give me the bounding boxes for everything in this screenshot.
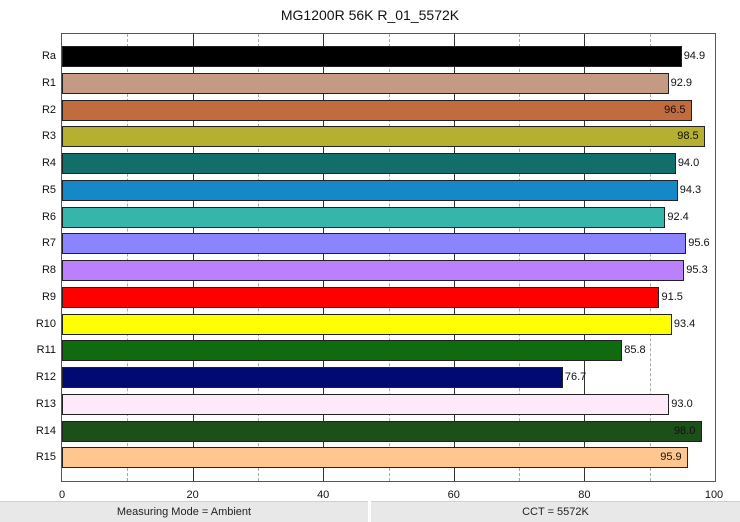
bar-r8 [62,260,685,281]
cct-label: CCT = 5572K [371,501,740,522]
x-tick-label: 20 [186,489,199,501]
category-label: R15 [35,451,56,464]
gridline [257,34,259,481]
gridline [453,34,455,481]
value-label: 85.8 [624,344,646,357]
bar-ra [62,46,682,67]
gridline [388,34,390,481]
plot-area: 94.9 92.9 96.5 98.5 94.0 94.3 92.4 95.6 95.3 91.5… [61,33,716,482]
gridline [519,34,521,481]
measuring-mode-label: Measuring Mode = Ambient [0,501,368,522]
category-label: R8 [41,264,56,276]
bar-r10 [62,313,672,335]
bar-r4 [62,153,676,174]
x-tick-label: 100 [704,489,724,501]
value-label: 76.7 [564,371,587,383]
bar-r6 [62,206,666,228]
value-label: 98.0 [673,424,696,437]
category-label: R10 [35,317,56,330]
bar-r7 [62,233,687,255]
category-label: R4 [41,157,56,169]
value-label: 95.9 [660,451,682,464]
category-label: R11 [36,344,56,357]
value-label: 93.4 [673,317,696,330]
bar-r1 [62,72,669,94]
category-label: R9 [41,290,56,303]
x-tick-label: 60 [447,489,460,501]
value-label: 94.9 [683,50,706,62]
bar-r9 [62,286,660,308]
gridline [584,34,586,481]
value-label: 94.3 [679,183,702,196]
bar-r12 [62,367,563,388]
category-label: R6 [41,210,56,223]
category-label: R14 [35,424,56,437]
x-tick-label: 40 [317,489,330,501]
category-label: R12 [35,371,56,383]
category-label: R1 [41,76,56,89]
category-label: R2 [41,103,56,116]
bar-r13 [62,393,670,415]
chart-title: MG1200R 56K R_01_5572K [280,7,460,23]
gridline [127,34,129,481]
value-label: 98.5 [677,130,699,143]
x-tick-label: 0 [58,489,66,501]
value-label: 95.3 [686,264,708,276]
gridline [192,34,194,481]
bar-r2 [62,99,693,121]
bar-r5 [62,179,678,201]
value-label: 94.0 [677,157,700,169]
bar-r3 [62,126,706,148]
value-label: 93.0 [671,397,693,410]
category-label: R7 [41,237,56,250]
bar-r11 [62,340,623,362]
bar-r14 [62,420,702,442]
value-label: 95.6 [688,237,710,250]
value-label: 91.5 [661,290,683,303]
value-label: 92.9 [670,76,693,89]
category-label: R3 [41,130,56,143]
value-label: 92.4 [667,210,689,223]
bar-r15 [62,447,689,469]
gridline [323,34,325,481]
category-label: R5 [41,183,56,196]
value-label: 96.5 [664,103,686,116]
x-tick-label: 80 [578,489,591,501]
category-label: Ra [41,50,56,62]
category-label: R13 [35,397,56,410]
gridline [649,34,651,481]
